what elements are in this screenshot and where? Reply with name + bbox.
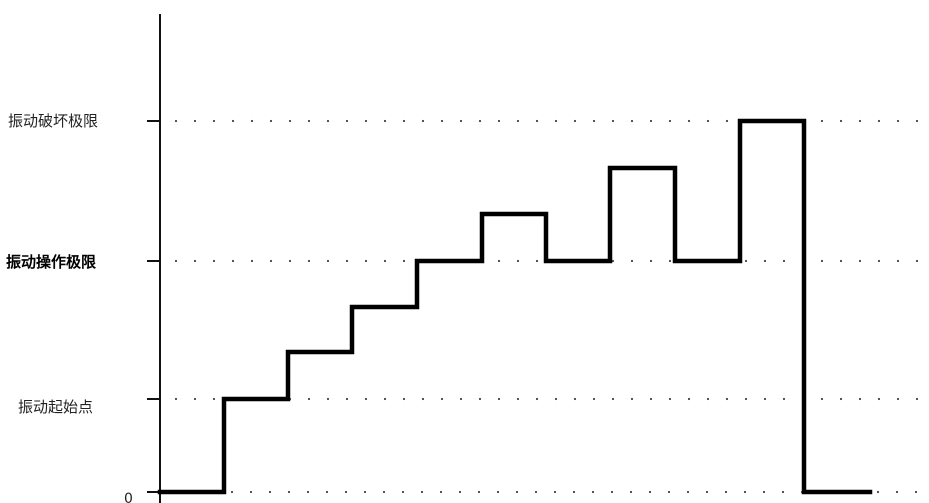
level-label-zero: 0 bbox=[124, 491, 133, 503]
level-label-operate: 振动操作极限 bbox=[6, 253, 96, 271]
level-label-destroy: 振动破坏极限 bbox=[8, 112, 98, 130]
level-label-start: 振动起始点 bbox=[18, 398, 93, 416]
step-stress-profile bbox=[157, 118, 873, 495]
